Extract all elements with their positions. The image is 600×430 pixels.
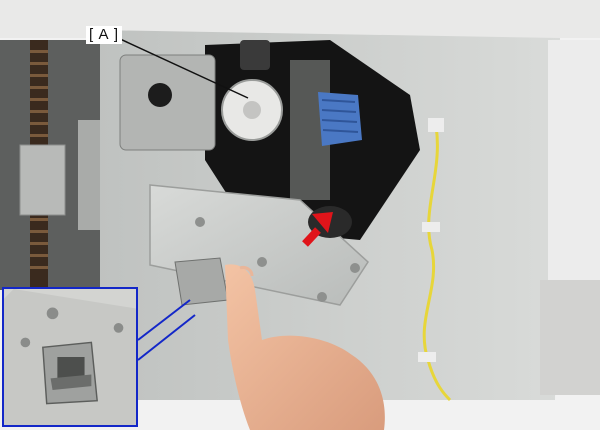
motor-hub bbox=[148, 83, 172, 107]
right-cover bbox=[548, 40, 600, 300]
lever-ridges bbox=[321, 99, 359, 133]
right-lower-panel bbox=[540, 280, 600, 395]
inset-latch-slot bbox=[57, 357, 85, 379]
inset-screw bbox=[20, 337, 31, 348]
inset-pointer bbox=[137, 299, 191, 341]
screw bbox=[350, 263, 360, 273]
gear-center bbox=[243, 101, 261, 119]
inset-screw bbox=[46, 307, 59, 320]
inset-latch-tab bbox=[50, 374, 92, 390]
latch bbox=[174, 257, 229, 306]
inset-pointer bbox=[137, 314, 196, 361]
callout-leader bbox=[117, 37, 249, 99]
red-arrow-icon bbox=[302, 212, 333, 247]
wire-clip bbox=[422, 222, 440, 232]
callout-label: [ A ] bbox=[86, 26, 122, 44]
wire-clip bbox=[428, 118, 444, 132]
screw bbox=[317, 292, 327, 302]
wire-clip bbox=[418, 352, 436, 362]
left-bracket bbox=[19, 144, 66, 216]
fingernail bbox=[239, 266, 254, 277]
inset-zoom bbox=[2, 287, 138, 427]
upper-gear bbox=[240, 40, 270, 70]
hand-pointing bbox=[225, 264, 385, 430]
inset-screw bbox=[113, 323, 124, 333]
wire-harness bbox=[422, 119, 452, 402]
screw bbox=[195, 217, 205, 227]
inset-photo bbox=[4, 289, 136, 425]
screw bbox=[257, 257, 267, 267]
left-rail bbox=[78, 120, 100, 230]
